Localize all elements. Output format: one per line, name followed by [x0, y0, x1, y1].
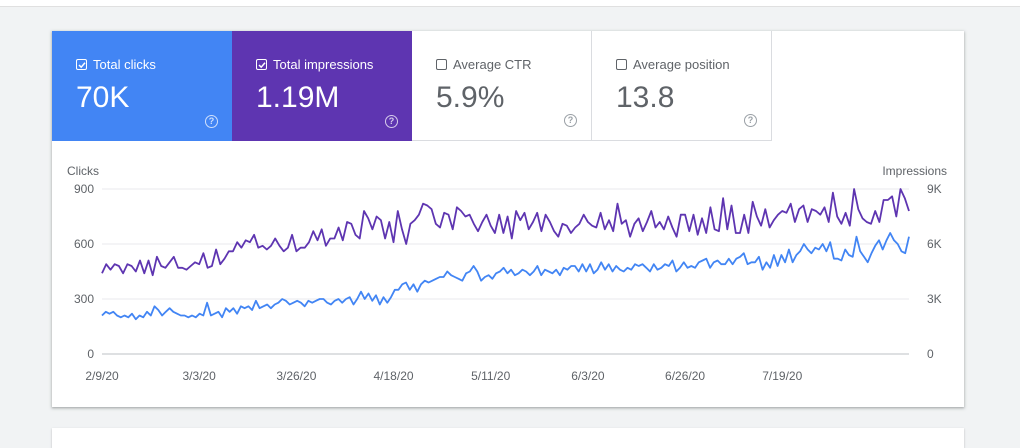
x-tick-label: 6/26/20	[665, 369, 705, 383]
x-tick-label: 6/3/20	[571, 369, 605, 383]
tile-value: 1.19M	[256, 81, 340, 114]
tile-average-ctr[interactable]: Average CTR 5.9% ?	[412, 31, 592, 141]
help-icon[interactable]: ?	[205, 115, 218, 128]
help-icon[interactable]: ?	[744, 114, 757, 127]
x-tick-label: 5/11/20	[471, 369, 510, 383]
clicks-series-line	[101, 232, 910, 321]
x-tick-label: 7/19/20	[762, 369, 802, 383]
tile-header: Total clicks	[76, 57, 156, 72]
left-tick-label: 0	[87, 347, 94, 361]
next-card	[52, 428, 964, 448]
tile-header: Average position	[616, 57, 730, 72]
checkbox-icon[interactable]	[616, 59, 627, 70]
tile-value: 13.8	[616, 81, 675, 114]
tile-header: Average CTR	[436, 57, 532, 72]
help-icon[interactable]: ?	[385, 115, 398, 128]
metric-tiles: Total clicks 70K ? Total impressions 1.1…	[52, 31, 772, 141]
x-tick-label: 4/18/20	[374, 369, 414, 383]
x-tick-label: 2/9/20	[85, 369, 119, 383]
performance-card: Total clicks 70K ? Total impressions 1.1…	[52, 31, 964, 407]
top-bar	[0, 0, 1020, 7]
tile-value: 5.9%	[436, 81, 505, 114]
x-tick-label: 3/3/20	[182, 369, 216, 383]
tile-header: Total impressions	[256, 57, 373, 72]
tile-label: Total impressions	[273, 57, 374, 72]
help-icon[interactable]: ?	[564, 114, 577, 127]
tile-label: Average CTR	[453, 57, 532, 72]
tile-label: Average position	[633, 57, 730, 72]
impressions-series-line	[101, 188, 910, 277]
left-axis-title: Clicks	[67, 164, 99, 178]
left-tick-label: 600	[74, 237, 94, 251]
y-axis-ticks: 0 0 300 3K 600 6K 900 9K	[74, 182, 942, 361]
series-lines	[101, 188, 910, 321]
tile-average-position[interactable]: Average position 13.8 ?	[592, 31, 772, 141]
checkbox-icon[interactable]	[256, 59, 267, 70]
right-tick-label: 6K	[927, 237, 942, 251]
right-axis-title: Impressions	[882, 164, 947, 178]
performance-chart: Clicks Impressions 0 0 300 3K 600 6K 900 9K 2/9…	[67, 164, 947, 383]
checkbox-icon[interactable]	[76, 59, 87, 70]
tile-value: 70K	[76, 81, 130, 114]
right-tick-label: 3K	[927, 292, 942, 306]
checkbox-icon[interactable]	[436, 59, 447, 70]
left-tick-label: 900	[74, 182, 94, 196]
tile-total-impressions[interactable]: Total impressions 1.19M ?	[232, 31, 412, 141]
tile-label: Total clicks	[93, 57, 156, 72]
x-tick-label: 3/26/20	[276, 369, 316, 383]
right-tick-label: 9K	[927, 182, 942, 196]
x-axis-ticks: 2/9/20 3/3/20 3/26/20 4/18/20 5/11/20 6/3/20 6…	[85, 369, 802, 383]
right-tick-label: 0	[927, 347, 934, 361]
tile-total-clicks[interactable]: Total clicks 70K ?	[52, 31, 232, 141]
left-tick-label: 300	[74, 292, 94, 306]
